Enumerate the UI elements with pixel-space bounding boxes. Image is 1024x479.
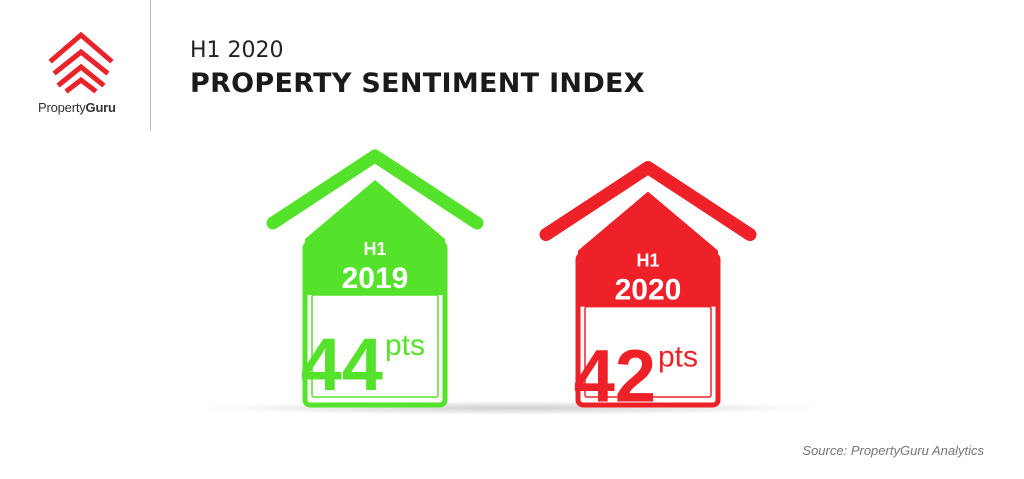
house-2020: H1 2020 42 pts (539, 161, 757, 418)
house-wall (302, 240, 448, 408)
house-wall (575, 252, 721, 408)
logo-text: PropertyGuru (38, 100, 116, 115)
house-roof (266, 149, 484, 230)
header-divider (150, 0, 151, 130)
page-subtitle: H1 2020 (190, 38, 284, 63)
logo-text-part2: Guru (85, 100, 116, 115)
house-value: 42 (574, 335, 656, 418)
house-gable (305, 180, 445, 295)
house-year-label: 2020 (615, 274, 682, 307)
house-value-panel (311, 294, 439, 398)
house-2019: H1 2019 44 pts (266, 149, 484, 408)
house-gable (578, 191, 718, 307)
propertyguru-logo: PropertyGuru (28, 30, 136, 120)
house-unit: pts (658, 341, 698, 374)
house-roof (539, 161, 757, 242)
propertyguru-house-icon (48, 31, 114, 94)
house-value-panel (584, 305, 712, 398)
house-unit: pts (385, 329, 425, 362)
house-value: 44 (301, 323, 383, 406)
house-period-label: H1 (636, 251, 659, 271)
page-title: PROPERTY SENTIMENT INDEX (190, 68, 645, 99)
house-period-label: H1 (363, 239, 386, 259)
logo-text-part1: Property (38, 100, 86, 115)
house-year-label: 2019 (342, 262, 409, 295)
source-note: Source: PropertyGuru Analytics (802, 443, 984, 458)
floor-shadow (162, 400, 862, 416)
